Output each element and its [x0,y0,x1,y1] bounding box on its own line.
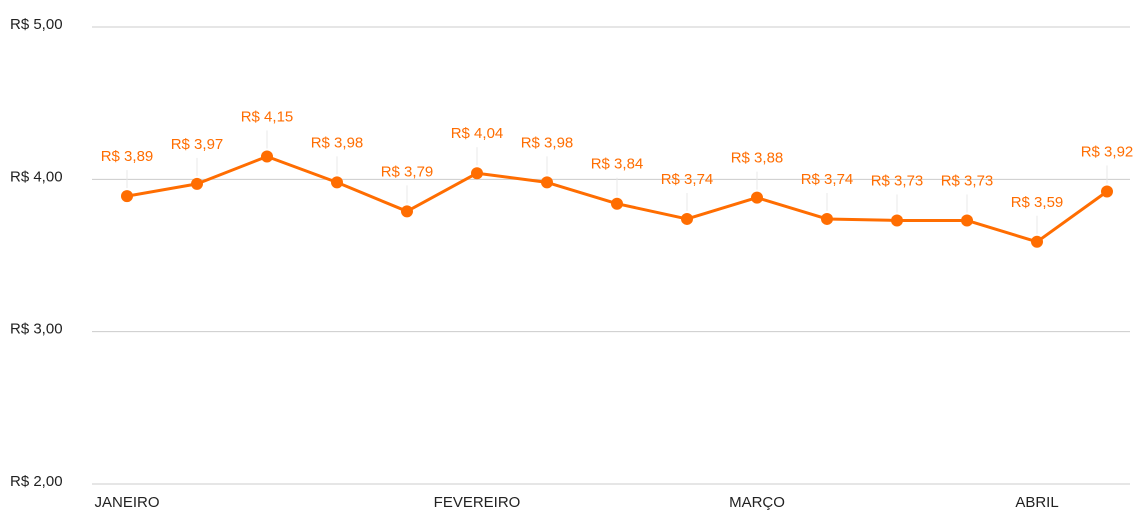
data-label: R$ 3,88 [731,150,784,167]
data-label: R$ 3,73 [941,172,994,189]
data-label: R$ 3,92 [1081,143,1134,160]
y-tick-label: R$ 4,00 [10,168,63,185]
data-label: R$ 3,97 [171,136,224,153]
y-tick-label: R$ 3,00 [10,321,63,338]
data-label: R$ 3,79 [381,163,434,180]
marker [331,176,343,189]
x-tick-label: MARÇO [729,494,785,511]
marker [681,212,693,225]
data-label: R$ 3,59 [1011,194,1064,211]
x-tick-label: FEVEREIRO [434,494,521,511]
marker [191,177,203,190]
y-tick-label: R$ 2,00 [10,473,63,490]
data-label: R$ 3,98 [521,134,574,151]
data-label: R$ 3,74 [801,171,854,188]
marker [121,190,133,203]
marker [821,212,833,225]
marker [1031,235,1043,248]
data-label: R$ 3,84 [591,156,644,173]
x-tick-label: ABRIL [1015,494,1058,511]
x-tick-label: JANEIRO [94,494,159,511]
marker [611,197,623,210]
data-label: R$ 3,98 [311,134,364,151]
data-label: R$ 3,89 [101,148,154,165]
data-label: R$ 3,73 [871,172,924,189]
marker [541,176,553,189]
data-label: R$ 4,15 [241,108,294,125]
marker [261,150,273,163]
data-label: R$ 3,74 [661,171,714,188]
data-label: R$ 4,04 [451,125,504,142]
marker [891,214,903,227]
marker [401,205,413,218]
y-tick-label: R$ 5,00 [10,16,63,33]
marker [751,191,763,204]
marker [471,167,483,180]
marker [1101,185,1113,198]
marker [961,214,973,227]
